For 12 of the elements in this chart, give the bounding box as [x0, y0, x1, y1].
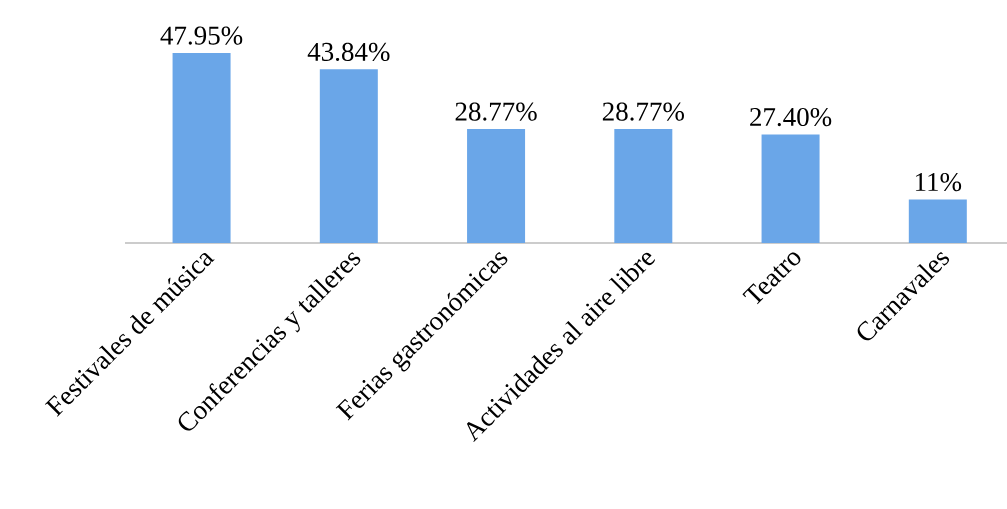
- data-label: 28.77%: [455, 102, 537, 121]
- data-label: 47.95%: [160, 26, 243, 45]
- bar: [319, 69, 378, 243]
- bar: [467, 129, 526, 243]
- data-label: 27.40%: [750, 107, 832, 127]
- bar: [614, 129, 673, 243]
- bar: [908, 199, 967, 243]
- data-label: 28.77%: [602, 102, 684, 121]
- data-label: 43.84%: [307, 42, 390, 62]
- bar: [172, 53, 231, 243]
- bar: [761, 134, 820, 243]
- data-label: 11%: [915, 172, 962, 192]
